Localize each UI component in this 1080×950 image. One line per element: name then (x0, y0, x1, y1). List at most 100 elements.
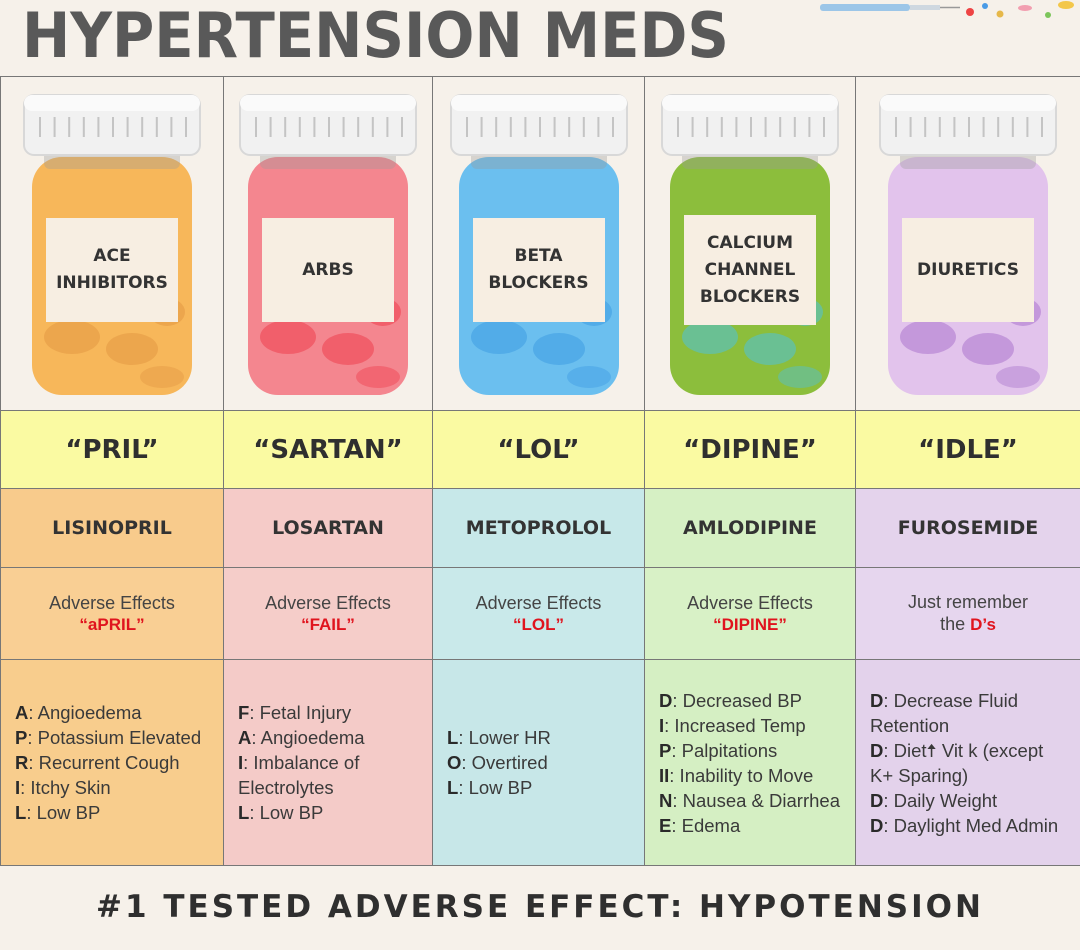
drug-name-cell: LISINOPRIL (1, 489, 223, 568)
jar-cell: CALCIUM CHANNEL BLOCKERS (645, 77, 855, 411)
effect-text: : Angioedema (251, 727, 365, 748)
effect-letter: L (15, 802, 27, 823)
suffix-cell: “LOL” (433, 411, 644, 489)
effect-text: : Overtired (461, 752, 548, 773)
jar-cell: BETA BLOCKERS (433, 77, 644, 411)
effect-letter: O (447, 752, 462, 773)
class-label-text: CALCIUM CHANNEL BLOCKERS (699, 232, 801, 307)
effect-letter: D (870, 814, 884, 836)
effect-letter: P (659, 739, 672, 761)
adverse-effects-heading: Adverse Effects (265, 592, 391, 613)
effect-text: : Decrease Fluid Retention (870, 689, 1019, 736)
effect-item: D: Diet🠅 Vit k (except K+ Sparing) (870, 738, 1066, 788)
effect-item: P: Potassium Elevated (15, 725, 209, 750)
effect-letter: F (238, 702, 250, 723)
effect-item: D: Decrease Fluid Retention (870, 688, 1066, 738)
adverse-effects-cell: Adverse Effects “aPRIL” (1, 568, 223, 660)
effect-item: O: Overtired (447, 750, 630, 775)
effect-item: R: Recurrent Cough (15, 750, 209, 775)
suffix-text: “SARTAN” (253, 434, 403, 465)
effect-letter: D (870, 789, 884, 811)
effect-letter: L (447, 727, 459, 748)
effect-text: : Angioedema (28, 702, 142, 723)
footer-banner: #1 TESTED ADVERSE EFFECT: HYPOTENSION (96, 889, 984, 925)
effect-item: N: Nausea & Diarrhea (659, 788, 841, 813)
effect-letter: D (870, 689, 884, 711)
effect-item: I: Imbalance of Electrolytes (238, 750, 418, 800)
adverse-effects-heading: Adverse Effects (49, 592, 175, 613)
drug-name-cell: LOSARTAN (224, 489, 432, 568)
effect-item: L: Low BP (238, 800, 418, 825)
effects-list: D: Decrease Fluid Retention D: Diet🠅 Vit … (856, 660, 1080, 865)
mnemonic-text: “LOL” (513, 614, 564, 634)
mnemonic-text: “FAIL” (301, 614, 355, 634)
class-label: CALCIUM CHANNEL BLOCKERS (684, 215, 816, 325)
effect-text: : Daylight Med Admin (883, 814, 1059, 836)
pills-syringe-decoration (820, 1, 1074, 18)
suffix-text: “IDLE” (918, 434, 1018, 465)
effect-item: II: Inability to Move (659, 763, 841, 788)
drug-class-column: ACE INHIBITORS “PRIL” LISINOPRIL Adverse Ef… (0, 77, 223, 865)
jar-cell: ACE INHIBITORS (1, 77, 223, 411)
jar-cell: ARBS (224, 77, 432, 411)
effect-letter: L (238, 802, 250, 823)
effect-letter: D (870, 739, 884, 761)
suffix-text: “PRIL” (65, 434, 159, 465)
effects-list: A: Angioedema P: Potassium Elevated R: Rec… (1, 660, 223, 865)
drug-name: METOPROLOL (465, 517, 612, 539)
drug-name: AMLODIPINE (683, 517, 817, 539)
drug-class-column: CALCIUM CHANNEL BLOCKERS “DIPINE” AMLODIPI… (644, 77, 855, 865)
suffix-text: “DIPINE” (683, 434, 817, 465)
effect-item: L: Low BP (447, 775, 630, 800)
effects-list: L: Lower HR O: Overtired L: Low BP (433, 660, 644, 865)
effect-item: D: Daily Weight (870, 788, 1066, 813)
drug-name-cell: FUROSEMIDE (856, 489, 1080, 568)
effects-list: D: Decreased BP I: Increased Temp P: Palpi… (645, 660, 855, 865)
effect-item: I: Itchy Skin (15, 775, 209, 800)
mnemonic-text: “DIPINE” (713, 614, 787, 634)
effect-letter: P (15, 727, 28, 748)
page-title: HYPERTENSION MEDS (22, 0, 729, 72)
effect-text: : Potassium Elevated (27, 727, 202, 748)
effect-item: I: Increased Temp (659, 713, 841, 738)
effect-letter: L (447, 777, 459, 798)
effect-letter: I (238, 752, 244, 773)
effect-item: L: Lower HR (447, 725, 630, 750)
effect-text: : Lower HR (458, 727, 551, 748)
class-label: DIURETICS (902, 218, 1034, 322)
effect-letter: D (659, 689, 673, 711)
drug-class-column: DIURETICS “IDLE” FUROSEMIDE Just remember th… (855, 77, 1080, 865)
class-label: ACE INHIBITORS (46, 218, 178, 322)
class-label: BETA BLOCKERS (472, 218, 605, 322)
drug-name-cell: AMLODIPINE (645, 489, 855, 568)
drug-name-cell: METOPROLOL (433, 489, 644, 568)
effect-item: A: Angioedema (15, 700, 209, 725)
adverse-effects-cell: Adverse Effects “LOL” (433, 568, 644, 660)
class-label-text: ACE INHIBITORS (56, 246, 168, 293)
effect-text: : Inability to Move (669, 764, 814, 786)
effect-item: E: Edema (659, 813, 841, 838)
class-label-text: DIURETICS (917, 259, 1019, 280)
effect-text: : Itchy Skin (20, 777, 111, 798)
mnemonic-text: the D’s (940, 614, 996, 634)
med-table: ACE INHIBITORS “PRIL” LISINOPRIL Adverse Ef… (0, 76, 1080, 866)
drug-name: FUROSEMIDE (897, 517, 1039, 539)
effect-text: : Decreased BP (672, 689, 802, 711)
effect-item: D: Daylight Med Admin (870, 813, 1066, 838)
effect-text: : Low BP (26, 802, 101, 823)
effect-item: P: Palpitations (659, 738, 841, 763)
adverse-effects-cell: Just remember the D’s (856, 568, 1080, 660)
suffix-cell: “DIPINE” (645, 411, 855, 489)
effect-letter: N (659, 789, 673, 811)
effect-letter: R (15, 752, 29, 773)
adverse-effects-heading: Adverse Effects (687, 592, 813, 613)
effect-letter: I (659, 714, 665, 736)
class-label-text: ARBS (302, 259, 354, 280)
effect-text: : Fetal Injury (249, 702, 352, 723)
suffix-cell: “SARTAN” (224, 411, 432, 489)
adverse-effects-heading: Adverse Effects (475, 592, 602, 613)
suffix-cell: “PRIL” (1, 411, 223, 489)
effect-text: : Low BP (249, 802, 324, 823)
effect-item: A: Angioedema (238, 725, 418, 750)
effect-text: : Palpitations (671, 739, 778, 761)
